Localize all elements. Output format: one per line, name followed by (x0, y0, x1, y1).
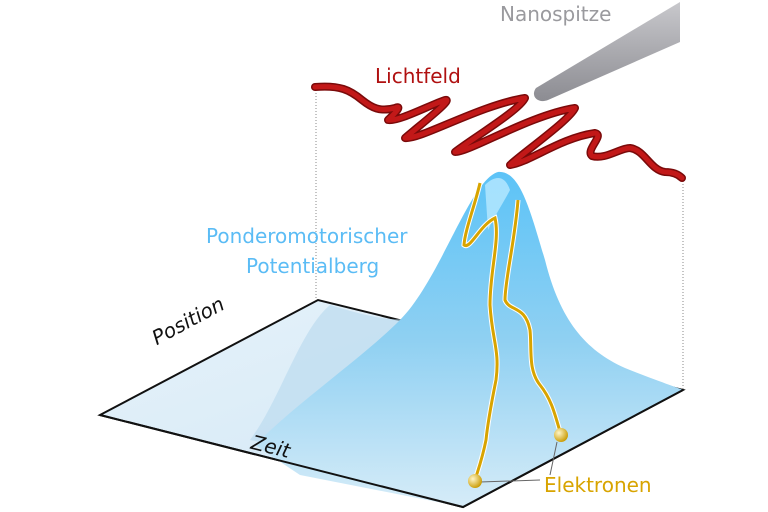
electron-trajectory-right-line (503, 199, 563, 436)
potential-label-line1: Ponderomotorischer (206, 224, 408, 248)
electron-trajectory-left-line (462, 182, 499, 481)
electron-leader-line-2 (549, 441, 558, 476)
electron-leader-line (479, 479, 541, 483)
nano-tip (533, 2, 680, 102)
electron-ball-right (554, 428, 568, 442)
nanotip-label: Nanospitze (500, 2, 612, 26)
floor-front-edge (99, 389, 684, 509)
electrons-label: Elektronen (544, 473, 652, 497)
electron-ball-left (468, 474, 482, 488)
potential-label-line2: Potentialberg (246, 254, 380, 278)
potential-mountain-highlight (485, 178, 510, 230)
light-field-wave-core (312, 84, 685, 181)
light-field-label: Lichtfeld (375, 64, 461, 88)
potential-mountain (255, 171, 683, 507)
